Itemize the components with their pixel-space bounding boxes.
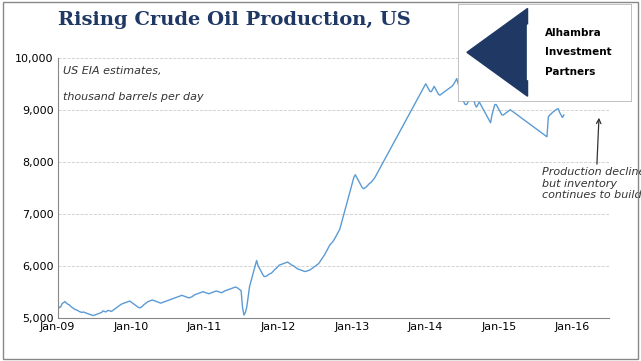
Text: Investment: Investment [545,47,612,57]
Text: Production declines
but inventory
continues to build: Production declines but inventory contin… [542,119,641,200]
Text: US EIA estimates,: US EIA estimates, [63,66,162,75]
Text: Partners: Partners [545,67,595,77]
Text: Rising Crude Oil Production, US: Rising Crude Oil Production, US [58,11,410,29]
Text: Alhambra: Alhambra [545,28,602,38]
Text: thousand barrels per day: thousand barrels per day [63,92,204,101]
Polygon shape [528,25,576,80]
Polygon shape [467,8,528,96]
